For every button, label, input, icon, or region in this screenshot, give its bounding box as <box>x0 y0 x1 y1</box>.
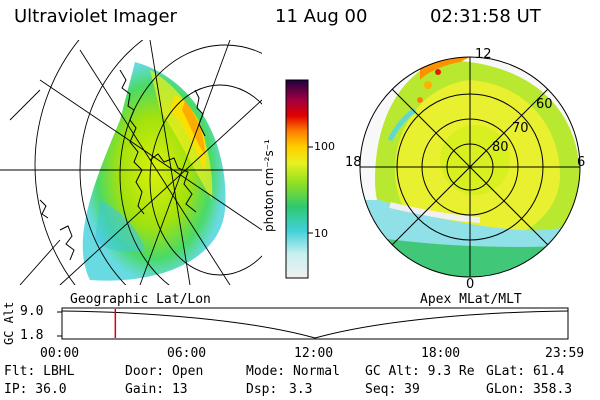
title: Ultraviolet Imager <box>14 6 177 27</box>
date: 11 Aug 00 <box>275 6 368 27</box>
glat-info: GLat: 61.4 <box>486 364 565 379</box>
ip-info: IP: 36.0 <box>4 382 67 397</box>
colorbar-tick-10: 10 <box>314 227 328 240</box>
mlt-12-label: 12 <box>475 47 492 62</box>
seq-info: Seq: 39 <box>365 382 420 397</box>
x-tick-2: 12:00 <box>294 346 334 361</box>
time: 02:31:58 UT <box>430 6 541 27</box>
y-tick-top: 9.0 <box>20 304 44 319</box>
mlt-0-label: 0 <box>466 277 475 292</box>
mlt-6-label: 6 <box>577 155 586 170</box>
geographic-image <box>0 40 262 285</box>
gain-info: Gain: 13 <box>125 382 188 397</box>
gcalt-info: GC Alt: 9.3 Re <box>365 364 475 379</box>
x-tick-1: 06:00 <box>167 346 207 361</box>
orbit-plot <box>57 307 569 340</box>
mode-info: Mode: Normal <box>246 364 340 379</box>
lat-80-label: 80 <box>492 140 509 155</box>
dsp-value: 3.3 <box>289 382 313 397</box>
door-info: Door: Open <box>125 364 204 379</box>
colorbar-unit-label: photon cm⁻²s⁻¹ <box>262 139 276 232</box>
x-tick-0: 00:00 <box>40 346 80 361</box>
x-tick-3: 18:00 <box>421 346 461 361</box>
flt-info: Flt: LBHL <box>4 364 75 379</box>
geographic-label: Geographic Lat/Lon <box>70 292 211 307</box>
y-tick-bottom: 1.8 <box>20 328 44 343</box>
lat-lon-grid <box>0 40 262 285</box>
orbit-altitude-curve <box>61 310 569 339</box>
glon-info: GLon: 358.3 <box>486 382 573 397</box>
dsp-label: Dsp: <box>246 382 278 397</box>
lat-70-label: 70 <box>512 121 529 136</box>
gc-alt-axis-label: GC Alt <box>2 301 16 345</box>
x-tick-4: 23:59 <box>545 346 585 361</box>
colorbar-tick-100: 100 <box>314 140 335 153</box>
apex-polar-plot <box>359 56 581 278</box>
mlt-18-label: 18 <box>345 155 362 170</box>
apex-label: Apex MLat/MLT <box>420 292 522 307</box>
lat-60-label: 60 <box>536 97 553 112</box>
colorbar <box>285 79 309 279</box>
coastlines <box>39 69 206 261</box>
